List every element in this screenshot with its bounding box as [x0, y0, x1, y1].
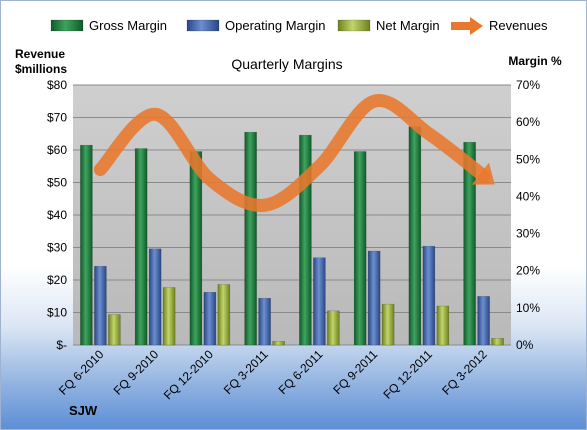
chart-title: Quarterly Margins: [231, 56, 342, 72]
category-label: FQ 9-2011: [330, 347, 380, 397]
legend-label-revenues: Revenues: [489, 18, 548, 33]
revenue-line-arrowhead: [471, 162, 495, 185]
left-axis-ticks: $- $10 $20 $30 $40 $50 $60 $70 $80: [47, 78, 67, 352]
legend: Gross Margin Operating Margin Net Margin Re…: [50, 17, 548, 35]
bar-net-margin: [491, 338, 504, 346]
category-labels: FQ 6-2010 FQ 9-2010 FQ 12-2010 FQ 3-2011 FQ …: [56, 347, 490, 402]
right-tick-label: 70%: [516, 78, 540, 92]
bar-gross-margin: [299, 134, 312, 346]
bar-operating-margin: [203, 292, 217, 346]
legend-label-gross-margin: Gross Margin: [89, 18, 167, 33]
category-label: FQ 12-2010: [161, 347, 216, 402]
right-axis-ticks: 0% 10% 20% 30% 40% 50% 60% 70%: [516, 78, 540, 352]
left-tick-label: $60: [47, 143, 67, 157]
bar-net-margin: [162, 287, 176, 346]
left-tick-label: $70: [47, 111, 67, 125]
right-tick-label: 20%: [516, 264, 540, 278]
left-tick-label: $20: [47, 273, 67, 287]
bar-operating-margin: [313, 257, 326, 346]
company-label: SJW: [69, 403, 98, 418]
bar-net-margin: [436, 305, 450, 346]
left-tick-label: $30: [47, 241, 67, 255]
right-axis-title: Margin %: [508, 54, 562, 68]
left-tick-label: $80: [47, 78, 67, 92]
bar-net-margin: [327, 310, 340, 346]
bar-gross-margin: [80, 144, 93, 346]
bar-operating-margin: [477, 296, 490, 346]
bar-gross-margin: [189, 151, 203, 346]
legend-swatch-gross-margin: [50, 19, 84, 32]
left-axis-title-line1: Revenue: [15, 47, 65, 61]
bar-net-margin: [108, 314, 121, 346]
bar-gross-margin: [244, 131, 257, 346]
category-label: FQ 9-2010: [111, 347, 162, 398]
left-tick-label: $50: [47, 176, 67, 190]
legend-label-net-margin: Net Margin: [376, 18, 440, 33]
bar-net-margin: [272, 341, 285, 346]
bar-operating-margin: [367, 250, 381, 346]
bar-net-margin: [381, 303, 395, 346]
right-tick-label: 60%: [516, 115, 540, 129]
right-tick-label: 30%: [516, 227, 540, 241]
bar-gross-margin: [463, 141, 476, 346]
bar-gross-margin: [134, 148, 148, 346]
legend-swatch-revenues-arrow: [470, 17, 483, 35]
right-tick-label: 10%: [516, 301, 540, 315]
bar-operating-margin: [148, 248, 162, 346]
category-label: FQ 6-2010: [56, 347, 107, 398]
bar-net-margin: [217, 284, 231, 346]
left-tick-label: $40: [47, 208, 67, 222]
right-tick-label: 0%: [516, 338, 534, 352]
bar-gross-margin: [408, 126, 422, 346]
left-axis-title-line2: $millions: [15, 62, 67, 76]
right-tick-label: 40%: [516, 189, 540, 203]
bar-operating-margin: [422, 245, 436, 346]
left-tick-label: $10: [47, 306, 67, 320]
category-label: FQ 3-2011: [221, 347, 271, 397]
right-tick-label: 50%: [516, 152, 540, 166]
category-label: FQ 12-2011: [380, 347, 435, 402]
bar-operating-margin: [258, 297, 271, 346]
legend-swatch-net-margin: [337, 19, 371, 32]
bar-operating-margin: [94, 266, 107, 346]
legend-swatch-operating-margin: [186, 19, 220, 32]
left-tick-label: $-: [56, 338, 67, 352]
bar-gross-margin: [353, 151, 367, 346]
category-label: FQ 6-2011: [276, 347, 326, 397]
bar-marks: [80, 126, 504, 346]
legend-label-operating-margin: Operating Margin: [225, 18, 325, 33]
revenue-line: [93, 94, 495, 212]
category-label: FQ 3-2012: [439, 347, 490, 398]
revenue-line-path: [93, 94, 491, 212]
